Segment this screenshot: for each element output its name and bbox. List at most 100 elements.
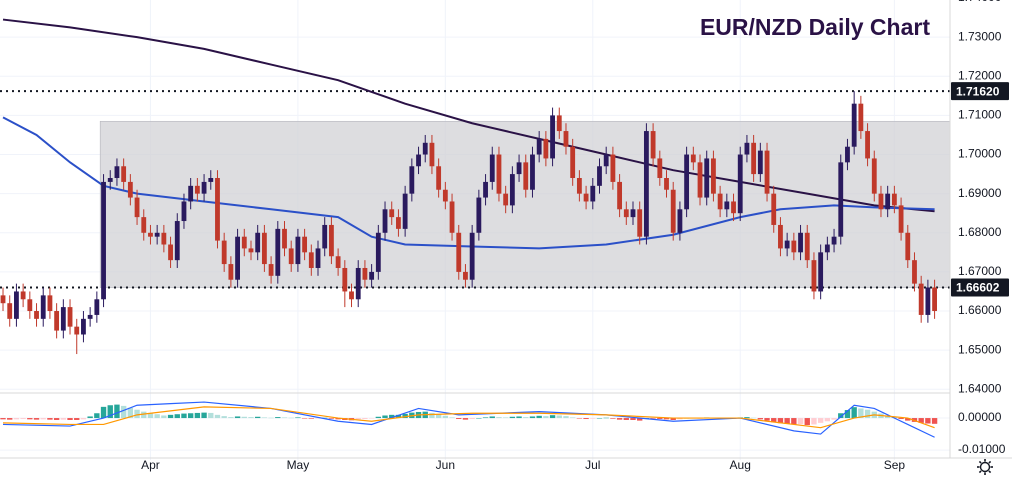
candle-body xyxy=(7,303,13,319)
macd-histogram-bar xyxy=(74,418,80,420)
macd-histogram-bar xyxy=(107,405,113,419)
candle-body xyxy=(530,154,535,190)
macd-histogram-bar xyxy=(516,416,522,419)
macd-histogram-bar xyxy=(33,418,40,420)
candle-body xyxy=(891,193,897,206)
candle-body xyxy=(744,142,750,155)
candle-body xyxy=(315,248,321,268)
level-label-box xyxy=(951,278,1009,297)
candle-body xyxy=(737,154,743,214)
candle-body xyxy=(114,166,120,179)
macd-histogram-bar xyxy=(844,410,851,419)
macd-histogram-bar xyxy=(60,418,67,420)
macd-histogram-bar xyxy=(147,412,154,419)
candle-body xyxy=(121,166,127,182)
candle-body xyxy=(228,264,234,280)
macd-histogram-bar xyxy=(161,415,167,419)
macd-histogram-bar xyxy=(214,414,221,419)
candle-body xyxy=(20,291,26,300)
candle-body xyxy=(623,209,629,218)
macd-histogram-bar xyxy=(570,417,576,419)
macd-histogram-bar xyxy=(616,418,623,420)
candle-body xyxy=(489,154,495,182)
macd-histogram-bar xyxy=(670,418,676,420)
macd-histogram-bar xyxy=(67,418,73,420)
candle-body xyxy=(429,142,435,167)
candle-body xyxy=(898,205,904,233)
candle-body xyxy=(731,201,736,214)
candle-body xyxy=(107,178,113,182)
candle-body xyxy=(355,267,361,300)
candle-body xyxy=(201,181,207,194)
candle-body xyxy=(576,178,582,194)
candle-body xyxy=(690,154,696,163)
candle-body xyxy=(717,193,723,210)
candle-body xyxy=(449,201,455,233)
candle-body xyxy=(476,197,482,233)
candle-body xyxy=(442,189,448,202)
macd-histogram-bar xyxy=(804,418,810,426)
candle-body xyxy=(295,236,301,265)
macd-histogram-bar xyxy=(851,407,857,419)
candle-body xyxy=(382,209,388,233)
candle-body xyxy=(302,236,308,253)
candle-body xyxy=(610,154,616,182)
candle-body xyxy=(550,115,555,159)
candle-body xyxy=(255,232,261,253)
macd-histogram-bar xyxy=(281,417,288,419)
candle-body xyxy=(764,150,770,194)
candle-body xyxy=(556,115,562,132)
macd-tick-label: -0.01000 xyxy=(958,442,1006,456)
macd-histogram-bar xyxy=(167,414,174,419)
candle-body xyxy=(168,244,173,261)
macd-line xyxy=(3,401,935,438)
macd-histogram-bar xyxy=(389,414,395,419)
candle-body xyxy=(328,224,334,257)
x-tick-label: May xyxy=(287,458,310,472)
macd-histogram-bar xyxy=(489,416,495,419)
macd-histogram-bar xyxy=(0,418,6,420)
macd-histogram-bar xyxy=(931,418,938,424)
candle-body xyxy=(54,311,60,331)
macd-histogram-bar xyxy=(435,414,442,419)
macd-histogram-bar xyxy=(328,418,335,419)
candle-body xyxy=(127,181,133,198)
y-tick-label: 1.67000 xyxy=(958,264,1002,278)
macd-histogram-bar xyxy=(7,418,13,420)
candle-body xyxy=(784,240,790,249)
macd-histogram-bar xyxy=(94,413,100,419)
candle-body xyxy=(865,131,870,159)
candle-body xyxy=(871,158,877,194)
macd-histogram-bar xyxy=(750,417,757,419)
candle-body xyxy=(791,240,797,253)
candle-body xyxy=(174,221,180,261)
candle-body xyxy=(47,295,53,312)
macd-histogram-bar xyxy=(918,418,924,423)
level-label-box xyxy=(951,82,1009,101)
macd-histogram-bar xyxy=(623,418,629,420)
candle-body xyxy=(235,236,240,280)
candle-body xyxy=(342,267,348,292)
candle-body xyxy=(664,178,669,190)
candle-body xyxy=(40,295,46,319)
macd-histogram-bar xyxy=(181,413,187,419)
candle-body xyxy=(804,232,810,261)
macd-histogram-bar xyxy=(824,418,831,422)
macd-histogram-bar xyxy=(120,405,127,419)
macd-histogram-bar xyxy=(275,417,281,419)
candle-body xyxy=(34,311,39,319)
macd-histogram-bar xyxy=(449,417,455,419)
candle-body xyxy=(101,181,106,300)
candle-body xyxy=(905,232,911,261)
macd-histogram-bar xyxy=(502,417,509,419)
candle-body xyxy=(858,103,864,132)
candle-body xyxy=(148,232,153,237)
settings-icon[interactable] xyxy=(977,459,993,475)
candle-body xyxy=(503,193,509,206)
y-tick-label: 1.68000 xyxy=(958,225,1002,239)
macd-histogram-bar xyxy=(482,417,489,419)
candle-body xyxy=(932,287,937,312)
macd-histogram-bar xyxy=(141,411,147,419)
macd-histogram-bar xyxy=(80,418,87,420)
